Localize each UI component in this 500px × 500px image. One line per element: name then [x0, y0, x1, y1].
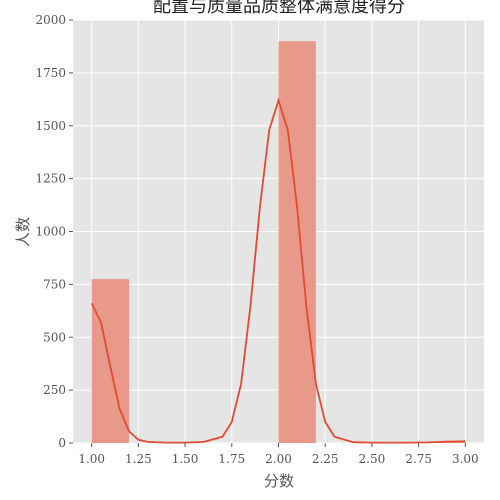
y-tick-label: 1500 [35, 119, 66, 133]
x-tick-label: 2.50 [359, 452, 386, 466]
x-tick-label: 2.25 [312, 452, 339, 466]
x-axis-title: 分数 [264, 472, 294, 490]
histogram-bars [91, 41, 466, 444]
y-tick-label: 2000 [35, 13, 66, 27]
x-tick-labels: 1.00 1.25 1.50 1.75 2.00 2.25 2.50 2.75 3.00 [78, 443, 479, 466]
x-tick-label: 1.25 [125, 452, 152, 466]
x-tick-label: 1.75 [218, 452, 245, 466]
y-tick-label: 1750 [35, 66, 66, 80]
y-tick-label: 750 [43, 277, 66, 291]
y-tick-label: 500 [43, 330, 66, 344]
kde-line [90, 97, 466, 444]
x-tick-label: 1.00 [78, 452, 105, 466]
y-tick-label: 1250 [35, 172, 66, 186]
y-axis-title: 人数 [14, 217, 32, 247]
y-tick-label: 250 [43, 383, 66, 397]
y-tick-label: 0 [58, 436, 66, 450]
x-tick-label: 3.00 [452, 452, 479, 466]
x-tick-label: 2.75 [405, 452, 432, 466]
chart-title: 配置与质量品质整体满意度得分 [153, 0, 405, 17]
x-tick-label: 1.50 [172, 452, 199, 466]
x-tick-label: 2.00 [265, 452, 292, 466]
y-tick-labels: 0 250 500 750 1000 1250 1500 1750 2000 [35, 13, 73, 450]
histogram-bar [278, 41, 316, 444]
y-tick-label: 1000 [35, 225, 66, 239]
